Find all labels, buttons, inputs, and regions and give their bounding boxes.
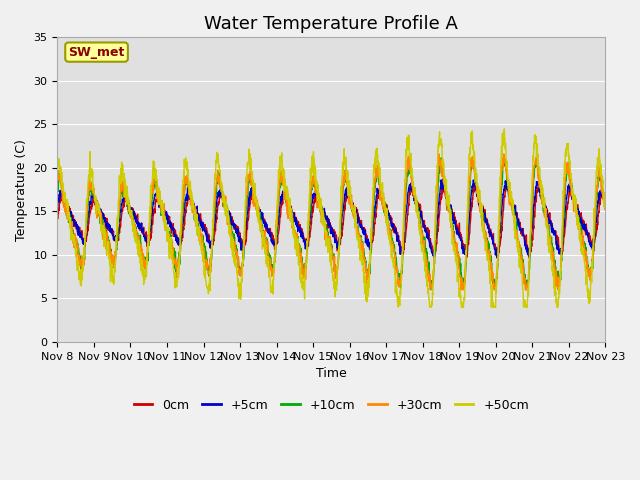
+5cm bbox=[347, 201, 355, 207]
0cm bbox=[569, 192, 577, 198]
+50cm bbox=[500, 126, 508, 132]
0cm bbox=[54, 213, 61, 218]
+5cm bbox=[554, 247, 561, 252]
0cm bbox=[491, 242, 499, 248]
Line: 0cm: 0cm bbox=[58, 183, 605, 261]
+30cm bbox=[435, 151, 443, 156]
+10cm bbox=[569, 192, 577, 197]
+50cm bbox=[569, 186, 577, 192]
Line: +10cm: +10cm bbox=[58, 158, 605, 290]
0cm bbox=[407, 180, 415, 186]
+10cm bbox=[491, 284, 499, 290]
0cm bbox=[494, 258, 502, 264]
Y-axis label: Temperature (C): Temperature (C) bbox=[15, 139, 28, 240]
+5cm bbox=[54, 202, 61, 208]
+50cm bbox=[206, 270, 214, 276]
+30cm bbox=[491, 282, 499, 288]
+50cm bbox=[54, 164, 61, 170]
0cm bbox=[347, 203, 355, 209]
+50cm bbox=[602, 199, 609, 205]
+30cm bbox=[347, 198, 355, 204]
+5cm bbox=[525, 254, 532, 260]
Line: +30cm: +30cm bbox=[58, 154, 605, 290]
Legend: 0cm, +5cm, +10cm, +30cm, +50cm: 0cm, +5cm, +10cm, +30cm, +50cm bbox=[129, 394, 534, 417]
0cm bbox=[602, 203, 609, 208]
+10cm bbox=[54, 187, 61, 193]
+30cm bbox=[554, 280, 561, 286]
+50cm bbox=[491, 304, 499, 310]
+5cm bbox=[439, 176, 447, 182]
+50cm bbox=[554, 304, 561, 310]
+10cm bbox=[206, 264, 214, 270]
+30cm bbox=[569, 197, 577, 203]
0cm bbox=[206, 245, 214, 251]
+10cm bbox=[347, 204, 355, 210]
+50cm bbox=[347, 195, 355, 201]
Line: +5cm: +5cm bbox=[58, 179, 605, 257]
+10cm bbox=[428, 287, 435, 293]
+5cm bbox=[491, 246, 499, 252]
+30cm bbox=[428, 287, 435, 293]
X-axis label: Time: Time bbox=[316, 367, 347, 380]
+5cm bbox=[602, 199, 609, 204]
+30cm bbox=[206, 255, 214, 261]
+50cm bbox=[359, 257, 367, 263]
0cm bbox=[554, 233, 561, 239]
+30cm bbox=[54, 177, 61, 183]
0cm bbox=[359, 225, 367, 231]
+10cm bbox=[602, 202, 609, 207]
+30cm bbox=[359, 259, 367, 265]
+5cm bbox=[206, 242, 214, 248]
+10cm bbox=[359, 243, 367, 249]
+5cm bbox=[569, 195, 577, 201]
Text: SW_met: SW_met bbox=[68, 46, 125, 59]
Title: Water Temperature Profile A: Water Temperature Profile A bbox=[204, 15, 458, 33]
+30cm bbox=[602, 206, 609, 212]
+10cm bbox=[554, 277, 561, 283]
Line: +50cm: +50cm bbox=[58, 129, 605, 307]
+5cm bbox=[359, 226, 367, 232]
+50cm bbox=[394, 304, 402, 310]
+10cm bbox=[437, 155, 445, 161]
